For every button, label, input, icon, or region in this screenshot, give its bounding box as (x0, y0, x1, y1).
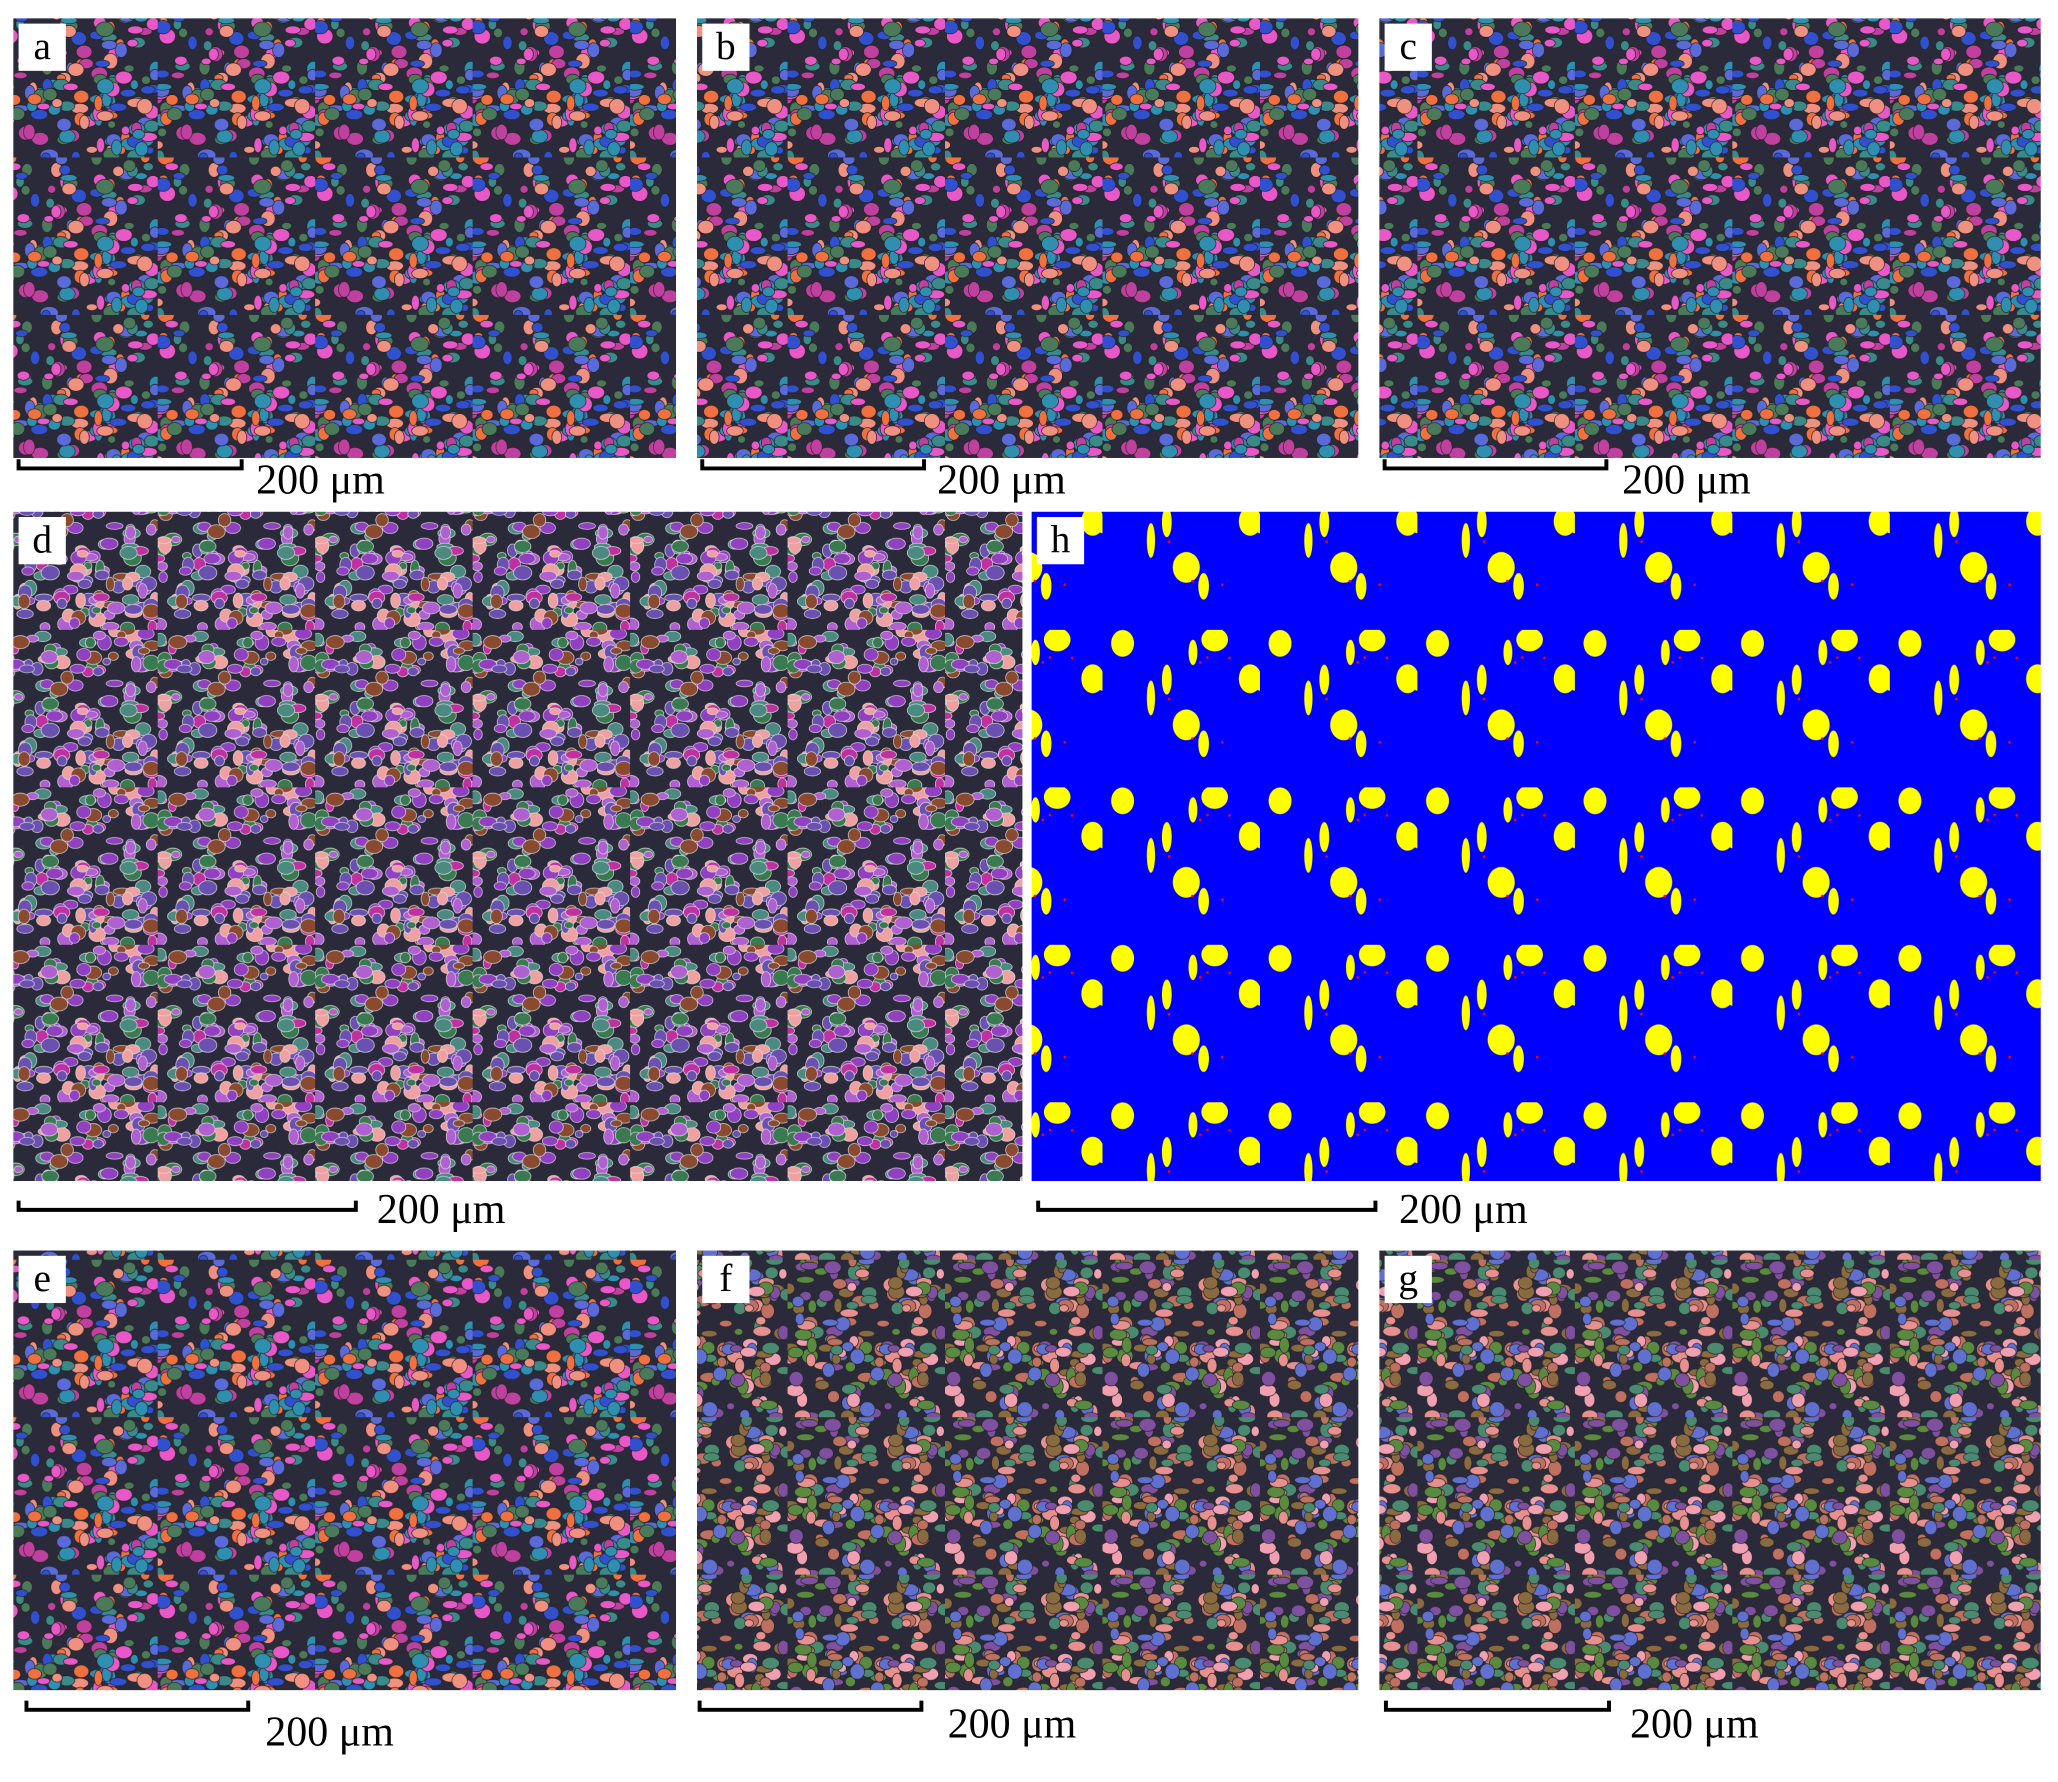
micrograph (1379, 18, 2041, 458)
micrograph (697, 18, 1359, 458)
scale-bar-label: 200 μm (265, 1709, 394, 1755)
panel: f 200 μm (697, 1250, 1359, 1747)
scale-bar (1382, 459, 1609, 471)
scale-bar (16, 1200, 358, 1212)
panel-label: g (1398, 1256, 1418, 1300)
panel: e 200 μm (13, 1250, 677, 1755)
panel-label: e (33, 1256, 50, 1300)
panel-label: d (32, 517, 52, 561)
panel-label: a (33, 24, 50, 68)
scale-bar-label: 200 μm (948, 1701, 1077, 1747)
scale-bar-label: 200 μm (377, 1187, 506, 1233)
label-box (1384, 23, 1432, 71)
scale-bar-label: 200 μm (256, 457, 385, 503)
micrograph (1379, 1250, 2041, 1691)
label-box (702, 1255, 750, 1304)
panel-label: c (1399, 24, 1416, 68)
label-box (1384, 1255, 1432, 1304)
scale-bar-label: 200 μm (1630, 1701, 1759, 1747)
scale-bar (24, 1700, 251, 1712)
panel: g 200 μm (1379, 1250, 2041, 1747)
scale-bar (1036, 1200, 1378, 1212)
panel: c 200 μm (1379, 18, 2041, 503)
panel: d 200 μm (13, 511, 1023, 1233)
scale-bar (697, 1700, 924, 1712)
scale-bar-label: 200 μm (937, 457, 1066, 503)
scale-bar (1383, 1700, 1611, 1712)
panel: h 200 μm (1031, 511, 2041, 1233)
panel-label: b (716, 24, 736, 68)
panel: a 200 μm (13, 18, 677, 503)
micrograph (13, 1250, 677, 1691)
micrograph (13, 511, 1023, 1182)
scale-bar-label: 200 μm (1622, 457, 1751, 503)
label-box (18, 517, 66, 565)
panel-label: f (719, 1256, 733, 1300)
panel: b 200 μm (697, 18, 1359, 503)
label-box (18, 23, 66, 71)
scale-bar-label: 200 μm (1399, 1187, 1528, 1233)
micrograph (1031, 511, 2041, 1182)
scale-bar (700, 459, 926, 471)
label-box (1036, 517, 1085, 565)
label-box (702, 23, 750, 71)
scale-bar (16, 459, 244, 471)
micrograph (13, 18, 677, 458)
label-box (18, 1255, 66, 1304)
micrograph (697, 1250, 1359, 1691)
panel-label: h (1051, 517, 1071, 561)
